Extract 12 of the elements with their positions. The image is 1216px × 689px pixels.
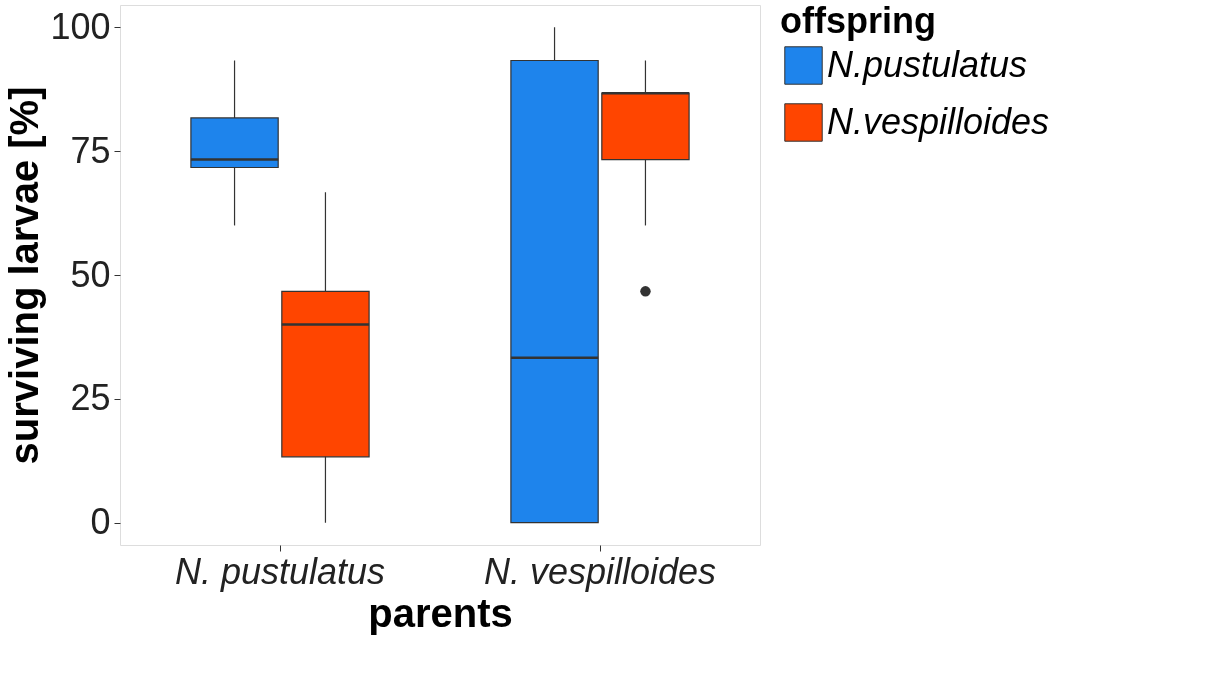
y-tick-label: 75 bbox=[70, 129, 111, 171]
legend-label: N.vespilloides bbox=[827, 100, 1050, 142]
y-tick-label: 100 bbox=[50, 5, 111, 47]
x-tick-label: N. pustulatus bbox=[174, 550, 386, 592]
y-tick-label: 0 bbox=[90, 501, 111, 543]
x-tick-label: N. vespilloides bbox=[483, 550, 717, 592]
legend-title: offspring bbox=[780, 0, 936, 41]
y-axis-title: surviving larvae [%] bbox=[2, 86, 47, 465]
y-tick-label: 50 bbox=[70, 253, 111, 295]
legend-label: N.pustulatus bbox=[827, 43, 1028, 85]
x-axis-title: parents bbox=[368, 590, 513, 635]
y-tick-label: 25 bbox=[70, 377, 111, 419]
